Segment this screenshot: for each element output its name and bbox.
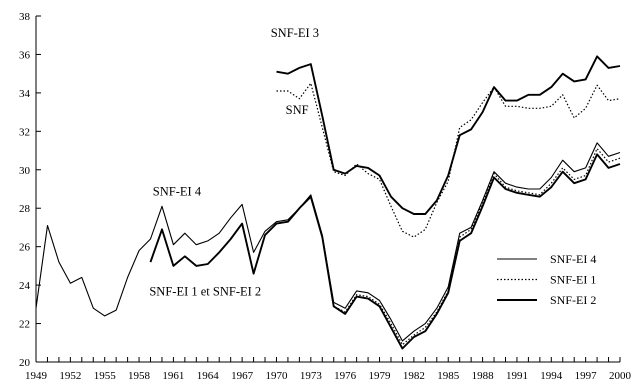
x-tick-label: 1985 xyxy=(437,370,460,382)
x-tick-label: 1970 xyxy=(265,370,288,382)
annotation-layer: SNF-EI 3 SNF SNF-EI 4 SNF-EI 1 et SNF-EI 2 xyxy=(149,26,319,299)
legend-label: SNF-EI 4 xyxy=(550,252,596,266)
x-tick-label: 2000 xyxy=(609,370,632,382)
x-tick-label: 1955 xyxy=(94,370,117,382)
x-tick-label: 1976 xyxy=(334,370,357,382)
y-tick-label: 34 xyxy=(19,88,31,100)
legend-label: SNF-EI 2 xyxy=(550,293,596,307)
y-tick-label: 22 xyxy=(19,319,30,331)
series-line-snf-ei-4 xyxy=(35,142,621,342)
series-line-snf xyxy=(276,82,621,238)
x-tick-label: 1991 xyxy=(506,370,528,382)
series-line-snf-ei-1 xyxy=(149,148,621,346)
annotation-label: SNF-EI 4 xyxy=(153,185,202,199)
y-tick-label: 30 xyxy=(19,165,31,177)
y-tick-label: 32 xyxy=(19,126,30,138)
y-tick-label: 24 xyxy=(19,280,31,292)
y-tick-label: 20 xyxy=(19,357,31,369)
y-axis: 20 22 24 26 28 30 32 34 36 38 xyxy=(19,11,41,369)
annotation-label: SNF-EI 3 xyxy=(271,26,319,40)
x-tick-label: 1961 xyxy=(162,370,184,382)
series-line-snf-ei-3 xyxy=(276,55,621,215)
x-tick-label: 1958 xyxy=(128,370,151,382)
x-tick-label: 1973 xyxy=(300,370,323,382)
x-tick-label: 1952 xyxy=(59,370,81,382)
series-line-snf-ei-2 xyxy=(149,153,621,350)
annotation-label: SNF-EI 1 et SNF-EI 2 xyxy=(149,285,261,299)
y-tick-label: 38 xyxy=(19,11,31,23)
x-tick-label: 1967 xyxy=(231,370,254,382)
x-tick-label: 1982 xyxy=(403,370,425,382)
y-tick-label: 26 xyxy=(19,242,31,254)
legend-label: SNF-EI 1 xyxy=(550,273,596,287)
x-tick-label: 1997 xyxy=(575,370,598,382)
x-tick-label: 1988 xyxy=(472,370,495,382)
x-tick-label: 1979 xyxy=(369,370,392,382)
x-tick-label: 1949 xyxy=(25,370,48,382)
x-tick-label: 1964 xyxy=(197,370,220,382)
x-tick-label: 1994 xyxy=(540,370,563,382)
y-tick-label: 36 xyxy=(19,49,31,61)
series-layer xyxy=(35,55,621,350)
x-axis: 1949 1952 1955 1958 1961 1964 1967 1970 1973 1976… xyxy=(25,357,632,382)
y-tick-label: 28 xyxy=(19,203,31,215)
legend: SNF-EI 4 SNF-EI 1 SNF-EI 2 xyxy=(497,252,596,307)
annotation-label: SNF xyxy=(286,103,309,117)
